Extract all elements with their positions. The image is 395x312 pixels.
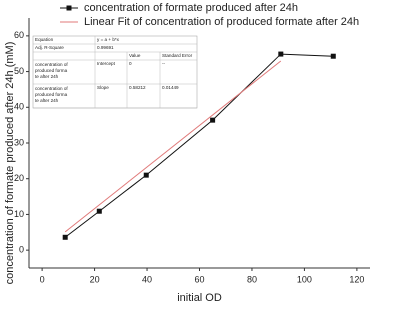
table-cell: Intercept <box>97 61 116 66</box>
x-tick-label: 80 <box>247 274 257 284</box>
x-tick-label: 0 <box>40 274 45 284</box>
y-tick-label: 60 <box>14 30 24 40</box>
table-cell: te after 24h <box>35 74 59 79</box>
y-tick-label: 50 <box>14 66 24 76</box>
series-line <box>64 60 282 233</box>
table-cell: produced forma <box>35 92 68 97</box>
legend-label: concentration of formate produced after … <box>84 2 298 14</box>
table-cell: 0.99691 <box>97 45 114 50</box>
y-axis-title: concentration of formate produced after … <box>4 42 16 285</box>
data-point <box>330 53 336 59</box>
y-tick-label: 10 <box>14 209 24 219</box>
table-cell: 0.58212 <box>129 85 146 90</box>
data-point <box>96 208 102 214</box>
x-tick-label: 100 <box>297 274 312 284</box>
table-cell: concentration of <box>35 86 68 91</box>
y-tick-label: 0 <box>19 245 24 255</box>
table-cell: 0.01449 <box>162 85 179 90</box>
table-cell: 0 <box>129 61 132 66</box>
table-cell: te after 24h <box>35 98 59 103</box>
table-cell: produced forma <box>35 68 68 73</box>
x-tick-label: 120 <box>349 274 364 284</box>
series-line <box>64 53 334 238</box>
data-point <box>278 51 284 57</box>
x-tick-label: 40 <box>142 274 152 284</box>
y-tick-label: 30 <box>14 137 24 147</box>
table-cell: -- <box>162 61 166 66</box>
y-tick-label: 20 <box>14 173 24 183</box>
x-axis-title: initial OD <box>177 292 222 304</box>
fit-table <box>32 35 198 109</box>
data-point <box>210 117 216 123</box>
y-tick-label: 40 <box>14 102 24 112</box>
table-cell: Adj. R-Square <box>35 45 64 50</box>
x-tick-label: 60 <box>194 274 204 284</box>
legend-marker <box>66 5 72 11</box>
table-cell: y = a + b*x <box>97 37 120 42</box>
data-point <box>62 234 68 240</box>
table-cell: Slope <box>97 85 109 90</box>
data-point <box>143 172 149 178</box>
legend-label: Linear Fit of concentration of produced … <box>84 16 359 28</box>
table-cell: Value <box>129 53 141 58</box>
table-cell: concentration of <box>35 62 68 67</box>
table-cell: Equation <box>35 37 54 42</box>
table-cell: Standard Error <box>162 53 193 58</box>
x-tick-label: 20 <box>90 274 100 284</box>
